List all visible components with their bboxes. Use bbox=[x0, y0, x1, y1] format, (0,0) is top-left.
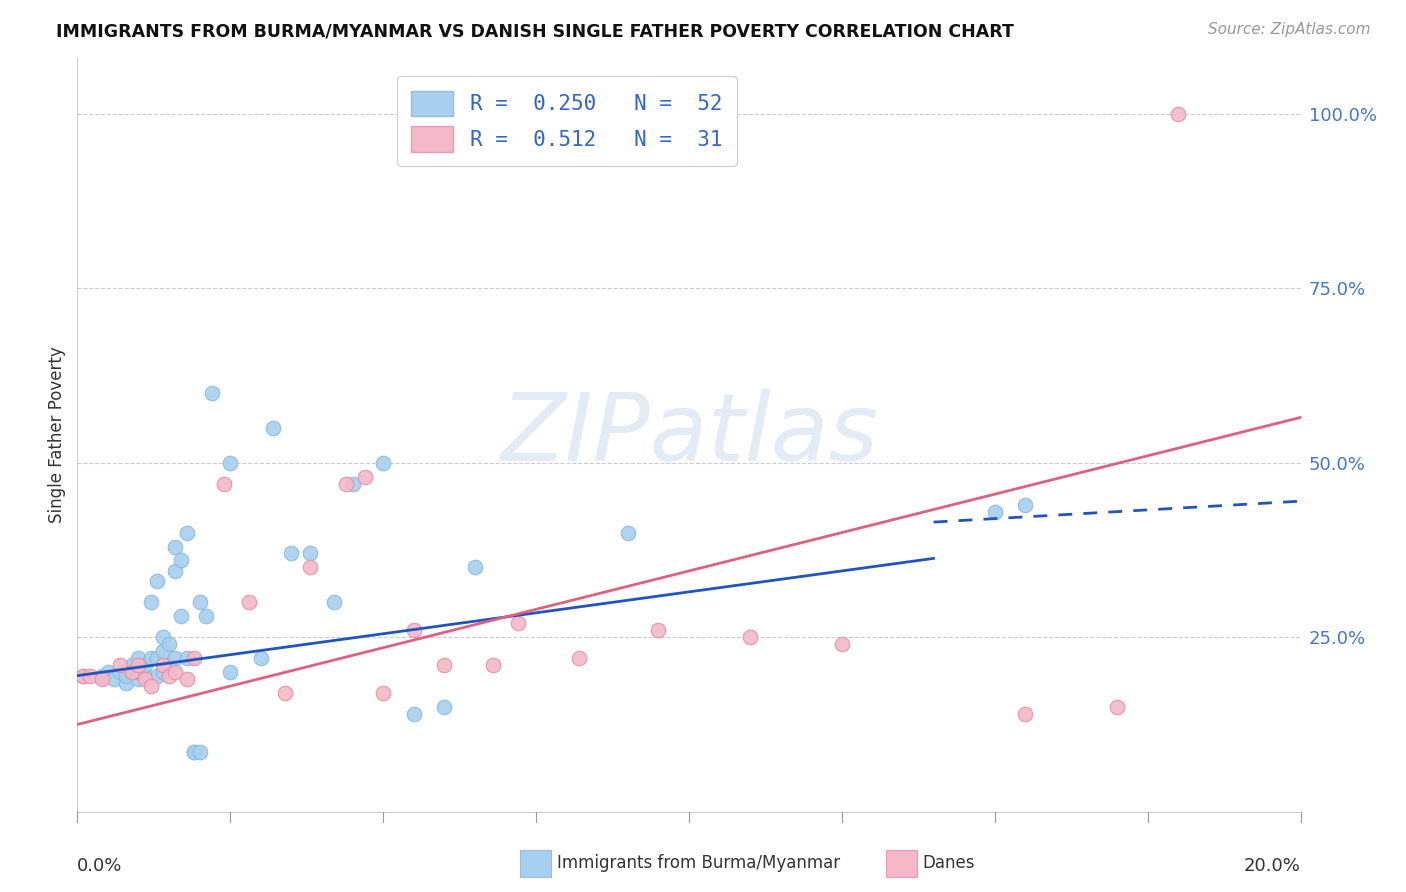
Point bbox=[165, 564, 187, 578]
Point bbox=[984, 505, 1007, 519]
Text: 20.0%: 20.0% bbox=[1244, 857, 1301, 875]
Point bbox=[134, 658, 156, 673]
Point bbox=[188, 745, 211, 759]
Point bbox=[353, 469, 375, 483]
Point bbox=[298, 547, 321, 561]
Point bbox=[121, 665, 143, 680]
Point bbox=[146, 668, 169, 682]
Point bbox=[165, 651, 187, 665]
Point bbox=[371, 686, 394, 700]
Point bbox=[342, 476, 364, 491]
Point bbox=[128, 651, 150, 665]
Point bbox=[128, 665, 150, 680]
Text: 0.0%: 0.0% bbox=[77, 857, 122, 875]
Point bbox=[298, 560, 321, 574]
Point bbox=[103, 672, 125, 686]
Point bbox=[250, 651, 273, 665]
Point bbox=[194, 609, 217, 624]
Point bbox=[831, 637, 853, 651]
Point bbox=[176, 651, 198, 665]
Point bbox=[280, 547, 302, 561]
Point bbox=[274, 686, 297, 700]
Point bbox=[647, 624, 669, 638]
Point bbox=[568, 651, 591, 665]
Point bbox=[139, 679, 162, 693]
Point bbox=[157, 658, 180, 673]
Point bbox=[740, 630, 762, 644]
Point bbox=[157, 637, 180, 651]
Point bbox=[139, 595, 162, 609]
Point bbox=[72, 668, 94, 682]
Text: ZIPatlas: ZIPatlas bbox=[501, 389, 877, 481]
Point bbox=[262, 421, 284, 435]
Point bbox=[183, 745, 205, 759]
Point bbox=[152, 644, 174, 658]
Point bbox=[201, 386, 224, 401]
Point bbox=[176, 525, 198, 540]
Text: Source: ZipAtlas.com: Source: ZipAtlas.com bbox=[1208, 22, 1371, 37]
Text: Immigrants from Burma/Myanmar: Immigrants from Burma/Myanmar bbox=[557, 855, 839, 872]
Point bbox=[115, 668, 138, 682]
Point bbox=[157, 668, 180, 682]
Point bbox=[146, 651, 169, 665]
Point bbox=[121, 665, 143, 680]
Point bbox=[128, 672, 150, 686]
Point bbox=[108, 665, 131, 680]
Point bbox=[617, 525, 640, 540]
Point bbox=[219, 665, 242, 680]
Point bbox=[335, 476, 357, 491]
Point bbox=[134, 672, 156, 686]
Point bbox=[482, 658, 505, 673]
Point bbox=[183, 745, 205, 759]
Point bbox=[402, 624, 425, 638]
Point bbox=[238, 595, 260, 609]
Y-axis label: Single Father Poverty: Single Father Poverty bbox=[48, 346, 66, 524]
Point bbox=[506, 616, 529, 631]
Point bbox=[72, 668, 94, 682]
Point bbox=[108, 658, 131, 673]
Point bbox=[464, 560, 486, 574]
Point bbox=[433, 700, 456, 714]
Point bbox=[79, 668, 101, 682]
Point bbox=[402, 706, 425, 721]
Point bbox=[219, 456, 242, 470]
Point bbox=[212, 476, 235, 491]
Point bbox=[176, 672, 198, 686]
Point bbox=[152, 658, 174, 673]
Point bbox=[1014, 498, 1036, 512]
Point bbox=[139, 651, 162, 665]
Point bbox=[433, 658, 456, 673]
Point bbox=[146, 574, 169, 589]
Point bbox=[323, 595, 346, 609]
Point bbox=[170, 609, 193, 624]
Point bbox=[170, 553, 193, 567]
Point bbox=[90, 668, 112, 682]
Text: Danes: Danes bbox=[922, 855, 974, 872]
Point bbox=[1107, 700, 1129, 714]
Point bbox=[165, 540, 187, 554]
Point bbox=[1014, 706, 1036, 721]
Legend: R =  0.250   N =  52, R =  0.512   N =  31: R = 0.250 N = 52, R = 0.512 N = 31 bbox=[396, 76, 737, 166]
Point bbox=[165, 665, 187, 680]
Point bbox=[152, 665, 174, 680]
Point bbox=[152, 630, 174, 644]
Text: IMMIGRANTS FROM BURMA/MYANMAR VS DANISH SINGLE FATHER POVERTY CORRELATION CHART: IMMIGRANTS FROM BURMA/MYANMAR VS DANISH … bbox=[56, 22, 1014, 40]
Point bbox=[128, 658, 150, 673]
Point bbox=[1167, 107, 1189, 121]
Point bbox=[90, 672, 112, 686]
Point bbox=[183, 651, 205, 665]
Point bbox=[97, 665, 120, 680]
Point bbox=[371, 456, 394, 470]
Point bbox=[121, 658, 143, 673]
Point bbox=[134, 668, 156, 682]
Point bbox=[188, 595, 211, 609]
Point bbox=[115, 675, 138, 690]
